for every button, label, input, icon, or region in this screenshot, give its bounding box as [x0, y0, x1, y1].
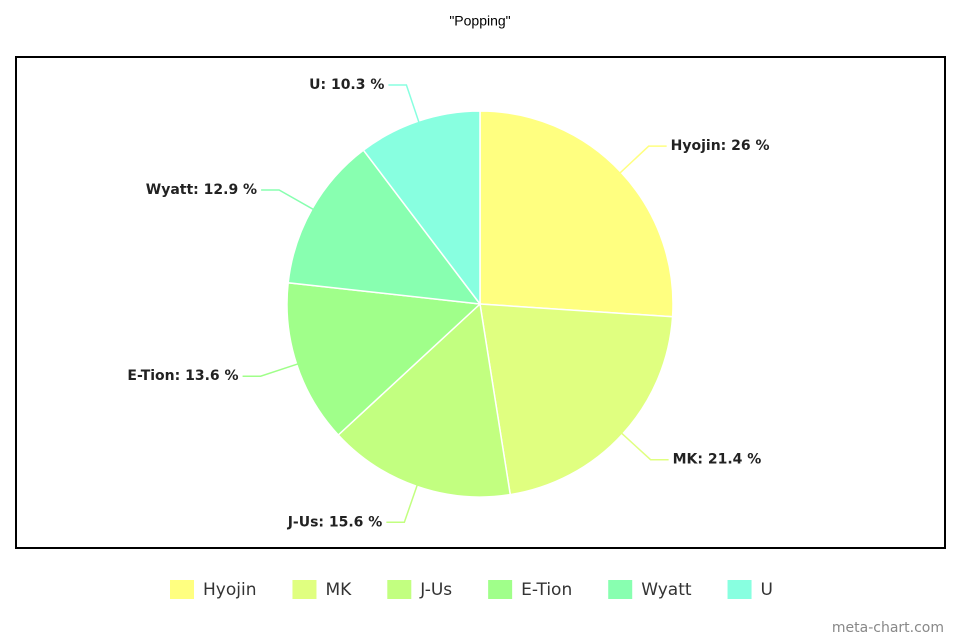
data-label: J-Us: 15.6 %	[287, 514, 383, 530]
chart-title: "Popping"	[449, 13, 510, 29]
legend-swatch	[170, 580, 194, 599]
leader-line	[261, 189, 322, 215]
legend-swatch	[488, 580, 513, 599]
legend-swatch	[292, 580, 317, 599]
leader-line	[386, 476, 421, 524]
data-label: E-Tion: 13.6 %	[127, 368, 238, 384]
plot-frame	[15, 56, 946, 549]
legend-label: MK	[325, 580, 352, 600]
data-label: Hyojin: 26 %	[671, 138, 770, 154]
data-label: Wyatt: 12.9 %	[146, 182, 257, 198]
credit: meta-chart.com	[832, 620, 944, 636]
leader-line	[242, 360, 307, 377]
leader-line	[614, 426, 669, 461]
data-label: MK: 21.4 %	[673, 452, 762, 468]
leader-line	[613, 145, 667, 180]
legend-label: Hyojin	[203, 580, 256, 600]
legend-swatch	[387, 580, 412, 599]
leader-line	[388, 84, 423, 131]
legend-label: E-Tion	[521, 580, 572, 600]
legend-swatch	[727, 580, 752, 599]
data-label: U: 10.3 %	[309, 77, 384, 93]
legend-label: U	[761, 580, 773, 600]
legend-label: Wyatt	[641, 580, 692, 600]
legend-label: J-Us	[419, 580, 452, 600]
legend-swatch	[608, 580, 633, 599]
